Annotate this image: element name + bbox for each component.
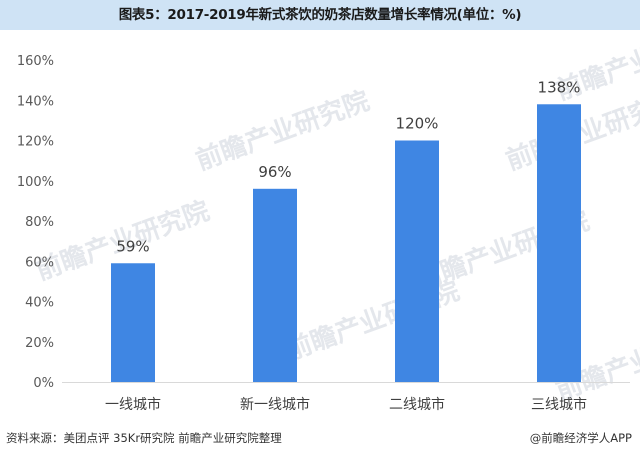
title-band: [0, 0, 640, 30]
y-tick-label: 120%: [17, 135, 54, 150]
y-tick-label: 80%: [25, 215, 54, 230]
source-note: 资料来源：美团点评 35Kr研究院 前瞻产业研究院整理: [6, 431, 282, 445]
bar: [111, 263, 155, 382]
y-axis: 0% 20% 40% 60% 80% 100% 120% 140% 160%: [17, 54, 630, 391]
category-label: 三线城市: [531, 396, 587, 413]
data-labels: 59% 96% 120% 138%: [116, 78, 580, 255]
y-tick-label: 0%: [33, 376, 54, 391]
chart-title: 图表5：2017-2019年新式茶饮的奶茶店数量增长率情况(单位：%): [118, 7, 522, 23]
y-tick-label: 100%: [17, 175, 54, 190]
bar-chart: 前瞻产业研究院前瞻产业研究院前瞻产业研究院前瞻产业研究院前瞻产业研究院前瞻产业研…: [17, 15, 640, 413]
category-label: 一线城市: [105, 396, 161, 413]
y-tick-label: 20%: [25, 336, 54, 351]
data-label: 96%: [258, 163, 291, 181]
data-label: 120%: [396, 115, 439, 133]
footer-brand: @前瞻经济学人APP: [529, 431, 632, 445]
data-label: 59%: [116, 237, 149, 255]
bar-series: [111, 104, 581, 383]
bar: [537, 104, 581, 383]
category-label: 新一线城市: [240, 396, 310, 413]
x-axis: 一线城市 新一线城市 二线城市 三线城市: [105, 396, 587, 413]
data-label: 138%: [538, 78, 581, 96]
category-label: 二线城市: [389, 396, 445, 413]
y-tick-label: 60%: [25, 255, 54, 270]
y-tick-label: 40%: [25, 296, 54, 311]
bar: [395, 140, 439, 382]
footer: 资料来源：美团点评 35Kr研究院 前瞻产业研究院整理 @前瞻经济学人APP: [0, 428, 640, 448]
y-tick-label: 140%: [17, 94, 54, 109]
y-tick-label: 160%: [17, 54, 54, 69]
bar: [253, 188, 297, 382]
